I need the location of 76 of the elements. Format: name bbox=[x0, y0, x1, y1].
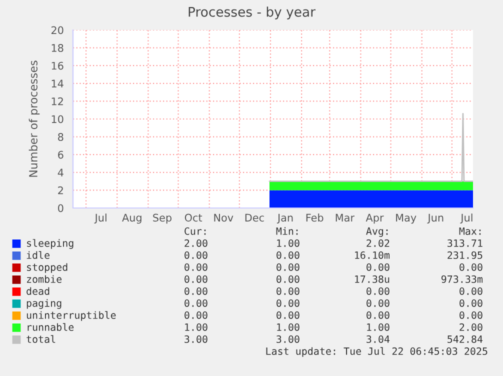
text: 2.02 bbox=[366, 239, 390, 247]
text: 2.00 bbox=[460, 323, 482, 331]
x-tick-label: Oct bbox=[184, 214, 202, 222]
y-axis-title: Number of processes bbox=[28, 60, 40, 177]
text: 1.00 bbox=[185, 323, 208, 331]
x-tick-label: Mar bbox=[336, 214, 355, 222]
x-tick-label: Jun bbox=[427, 214, 444, 224]
text: 0.00 bbox=[184, 263, 208, 271]
text: 0.00 bbox=[184, 287, 208, 295]
y-tick-label: 10 bbox=[52, 115, 64, 124]
legend-label: idle bbox=[26, 251, 50, 259]
y-tick-label: 18 bbox=[52, 44, 64, 52]
text: 0.00 bbox=[184, 251, 208, 259]
text: 0.00 bbox=[184, 299, 208, 307]
text: 231.95 bbox=[448, 251, 482, 259]
text: 1.00 bbox=[367, 323, 390, 331]
y-tick-label: 4 bbox=[58, 168, 64, 176]
text: 3.00 bbox=[276, 335, 300, 343]
text: 0.00 bbox=[276, 299, 300, 307]
legend-label: stopped bbox=[27, 263, 68, 273]
text: Last update: Tue Jul 22 06:45:03 2025 bbox=[266, 347, 488, 357]
y-tick-label: 14 bbox=[52, 80, 64, 88]
text: 0.00 bbox=[460, 311, 482, 319]
text: 3.00 bbox=[184, 335, 208, 343]
text: 0.00 bbox=[276, 275, 300, 283]
x-tick-label: May bbox=[396, 214, 416, 224]
text: Min: bbox=[276, 227, 298, 235]
text: 0.00 bbox=[460, 263, 482, 271]
legend-label: sleeping bbox=[27, 239, 74, 249]
legend-label: total bbox=[26, 335, 56, 343]
text: 0.00 bbox=[460, 299, 482, 307]
text: 0.00 bbox=[184, 311, 208, 319]
text: 973.33m bbox=[441, 275, 483, 283]
legend-label: runnable bbox=[28, 323, 74, 331]
text: 0.00 bbox=[184, 275, 208, 283]
text: 17.38u bbox=[355, 275, 390, 283]
chart-title: Processes - by year bbox=[188, 6, 316, 20]
legend-label: dead bbox=[26, 287, 50, 295]
legend-label: zombie bbox=[26, 275, 62, 283]
text: 0.00 bbox=[366, 263, 390, 271]
text: 0.00 bbox=[366, 311, 390, 319]
y-tick-label: 2 bbox=[58, 186, 63, 194]
x-tick-label: Dec bbox=[245, 214, 264, 222]
x-tick-label: Feb bbox=[306, 214, 324, 222]
text: 0.00 bbox=[460, 287, 482, 295]
text: 542.84 bbox=[448, 335, 483, 343]
text: 313.71 bbox=[448, 239, 482, 247]
x-tick-label: Jan bbox=[276, 214, 293, 224]
x-tick-label: Apr bbox=[366, 214, 384, 224]
text: 1.00 bbox=[277, 323, 300, 331]
text: 0.00 bbox=[366, 287, 390, 295]
text: 0.00 bbox=[276, 251, 300, 259]
text: 0.00 bbox=[276, 263, 300, 271]
text: 2.00 bbox=[184, 239, 208, 247]
y-tick-label: 0 bbox=[58, 204, 64, 212]
x-tick-label: Jul bbox=[460, 214, 472, 224]
y-tick-label: 20 bbox=[51, 26, 64, 34]
text: Max: bbox=[459, 227, 481, 235]
text: Cur: bbox=[184, 227, 206, 235]
legend-label: uninterruptible bbox=[26, 311, 116, 321]
x-tick-label: Jul bbox=[94, 214, 106, 224]
y-tick-label: 16 bbox=[52, 62, 64, 70]
y-tick-label: 12 bbox=[52, 97, 63, 106]
y-tick-label: 8 bbox=[58, 133, 64, 141]
text: 16.10m bbox=[355, 251, 390, 259]
x-tick-label: Nov bbox=[214, 214, 234, 222]
x-tick-label: Aug bbox=[122, 214, 142, 224]
text: Avg: bbox=[366, 227, 388, 237]
text: 0.00 bbox=[276, 287, 300, 295]
text: 3.04 bbox=[366, 335, 390, 343]
legend-label: paging bbox=[26, 299, 62, 309]
text: 1.00 bbox=[277, 239, 300, 247]
x-tick-label: Sep bbox=[153, 214, 172, 224]
y-tick-label: 6 bbox=[58, 150, 64, 159]
text: 0.00 bbox=[276, 311, 300, 319]
text: 0.00 bbox=[366, 299, 390, 307]
